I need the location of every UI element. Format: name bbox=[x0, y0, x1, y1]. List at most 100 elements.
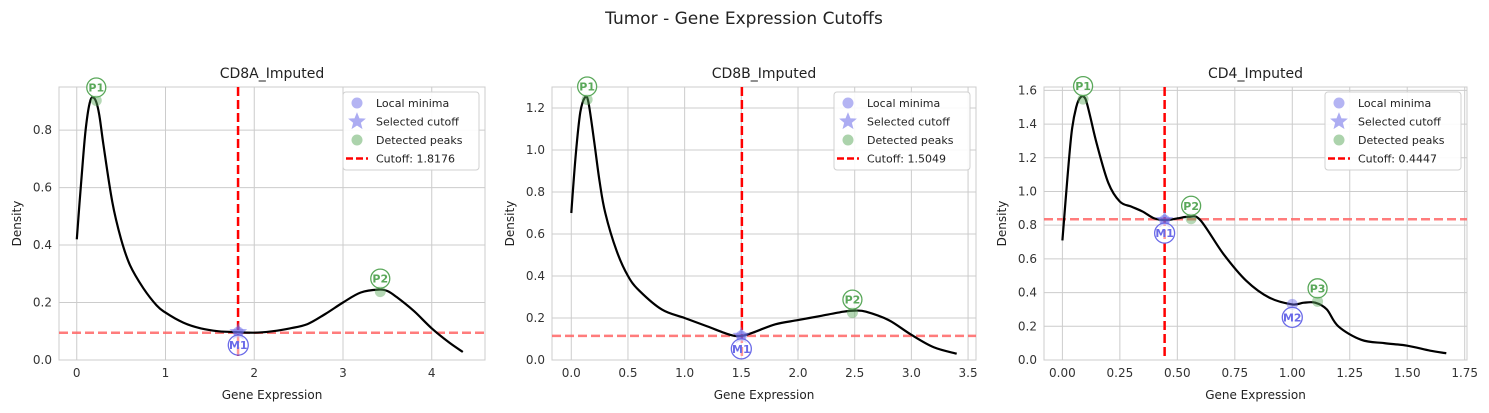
peak-label-ring bbox=[1072, 75, 1094, 97]
legend-label: Cutoff: 1.8176 bbox=[376, 153, 455, 166]
legend-minima-swatch bbox=[842, 97, 854, 109]
peak-label: P2 bbox=[845, 294, 861, 307]
x-tick-label: 0.00 bbox=[1049, 366, 1076, 380]
legend-minima-swatch bbox=[1333, 97, 1345, 109]
minimum-label: M1 bbox=[229, 339, 248, 352]
x-tick-label: 0.5 bbox=[618, 366, 637, 380]
minimum-label: M1 bbox=[1155, 227, 1174, 240]
legend: Local minima Selected cutoff Detected peak… bbox=[342, 91, 480, 171]
axes-frame bbox=[58, 86, 486, 361]
peak-label-ring bbox=[842, 289, 863, 310]
density-curve bbox=[570, 95, 958, 355]
y-tick-label: 0.6 bbox=[1018, 252, 1037, 266]
peak-marker bbox=[581, 94, 593, 105]
legend-cutoff-star-swatch bbox=[348, 112, 366, 130]
legend-label: Detected peaks bbox=[867, 134, 954, 147]
panel-title: CD8A_Imputed bbox=[220, 66, 325, 82]
x-tick-label: 2 bbox=[250, 366, 258, 380]
y-tick-label: 0.2 bbox=[526, 311, 545, 325]
x-tick-label: 0.25 bbox=[1107, 366, 1134, 380]
minimum-label-ring bbox=[1281, 306, 1303, 329]
density-curve bbox=[1061, 95, 1447, 355]
x-tick-label: 0.75 bbox=[1221, 366, 1248, 380]
peak-marker bbox=[846, 307, 858, 319]
y-tick-label: 1.0 bbox=[526, 143, 545, 157]
panel-cd8b: 0.0 0.5 1.0 1.5 2.0 2.5 3.0 3.5 0.0 0.2 0.4 0.6 0.8 1… bbox=[503, 66, 978, 402]
y-tick-label: 1.6 bbox=[1018, 83, 1037, 97]
x-tick-label: 3.0 bbox=[902, 366, 921, 380]
legend-minima-swatch bbox=[351, 97, 363, 109]
y-tick-label: 0.8 bbox=[33, 123, 52, 137]
legend-label: Selected cutoff bbox=[867, 116, 950, 129]
legend-peaks-swatch bbox=[1333, 134, 1345, 146]
minimum-label: M2 bbox=[1283, 311, 1302, 324]
minimum-label-ring bbox=[1153, 222, 1176, 244]
x-tick-label: 0.0 bbox=[562, 366, 581, 380]
y-tick-label: 0.2 bbox=[33, 296, 52, 310]
y-tick-label: 0.8 bbox=[526, 185, 545, 199]
x-tick-label: 3.5 bbox=[959, 366, 978, 380]
peak-label-ring bbox=[86, 77, 107, 98]
legend-peaks-swatch bbox=[842, 134, 854, 146]
peak-label: P3 bbox=[1310, 282, 1326, 295]
panel-title: CD8B_Imputed bbox=[712, 66, 817, 82]
legend-label: Selected cutoff bbox=[376, 116, 459, 129]
x-axis-label: Gene Expression bbox=[714, 388, 815, 402]
legend: Local minima Selected cutoff Detected peak… bbox=[833, 91, 971, 171]
peak-label: P1 bbox=[88, 81, 104, 94]
x-tick-label: 1 bbox=[162, 366, 170, 380]
legend-label: Detected peaks bbox=[1358, 134, 1445, 147]
y-tick-label: 0.4 bbox=[1018, 286, 1037, 300]
minimum-label-ring bbox=[227, 334, 249, 356]
legend-cutoff-star-swatch bbox=[1330, 112, 1348, 130]
legend-peaks-swatch bbox=[351, 134, 363, 146]
x-tick-label: 2.5 bbox=[845, 366, 864, 380]
peak-label: P2 bbox=[372, 273, 388, 286]
peak-marker bbox=[90, 94, 102, 106]
panel-cd8a: 0 1 2 3 4 0.0 0.2 0.4 0.6 0.8 P1 P2 M1 CD8A_Imputed Ge… bbox=[10, 66, 486, 402]
peak-label: P1 bbox=[579, 81, 595, 94]
x-tick-label: 3 bbox=[339, 366, 347, 380]
legend-box bbox=[833, 91, 971, 171]
peak-label-ring bbox=[1307, 278, 1328, 299]
axes-frame bbox=[1043, 86, 1468, 361]
x-tick-label: 1.5 bbox=[732, 366, 751, 380]
y-tick-label: 0.0 bbox=[1018, 353, 1037, 367]
x-tick-label: 2.0 bbox=[788, 366, 807, 380]
legend-label: Cutoff: 1.5049 bbox=[867, 153, 946, 166]
peak-label-ring bbox=[1180, 195, 1202, 216]
panel-title: CD4_Imputed bbox=[1208, 66, 1303, 82]
y-tick-label: 1.0 bbox=[1018, 184, 1037, 198]
y-tick-label: 0.0 bbox=[526, 353, 545, 367]
minimum-label: M1 bbox=[732, 343, 751, 356]
y-tick-label: 1.4 bbox=[1018, 117, 1037, 131]
y-axis-label: Density bbox=[10, 201, 24, 247]
x-tick-label: 1.00 bbox=[1279, 366, 1306, 380]
peak-label-ring bbox=[370, 268, 391, 289]
peak-label-ring bbox=[576, 76, 598, 97]
y-tick-label: 0.4 bbox=[526, 269, 545, 283]
legend: Local minima Selected cutoff Detected peak… bbox=[1324, 91, 1462, 171]
x-tick-label: 1.0 bbox=[675, 366, 694, 380]
peak-marker bbox=[374, 286, 386, 298]
legend-box bbox=[342, 91, 480, 171]
minimum-label-ring bbox=[730, 338, 752, 360]
panel-cd4: 0.00 0.25 0.50 0.75 1.00 1.25 1.50 1.75 0.0 0.2 0.… bbox=[995, 66, 1478, 402]
peak-marker bbox=[1185, 213, 1197, 225]
x-tick-label: 1.50 bbox=[1394, 366, 1421, 380]
y-tick-label: 1.2 bbox=[1018, 151, 1037, 165]
y-tick-label: 0.0 bbox=[33, 353, 52, 367]
y-tick-label: 0.6 bbox=[526, 227, 545, 241]
y-tick-label: 0.8 bbox=[1018, 218, 1037, 232]
peak-label: P2 bbox=[1183, 200, 1199, 213]
legend-label: Local minima bbox=[376, 97, 449, 110]
x-tick-label: 1.25 bbox=[1336, 366, 1363, 380]
x-tick-label: 0 bbox=[73, 366, 81, 380]
y-tick-label: 0.2 bbox=[1018, 319, 1037, 333]
density-curve bbox=[75, 96, 464, 353]
y-tick-label: 1.2 bbox=[526, 101, 545, 115]
legend-label: Selected cutoff bbox=[1358, 116, 1441, 129]
x-tick-label: 1.75 bbox=[1451, 366, 1478, 380]
axes-frame bbox=[551, 86, 977, 361]
